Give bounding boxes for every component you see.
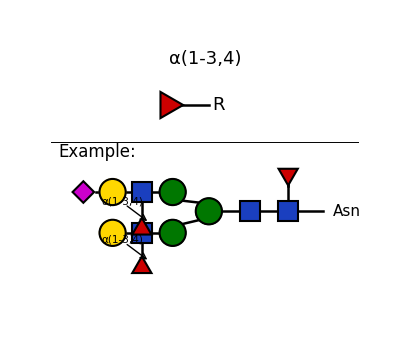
Circle shape bbox=[100, 179, 126, 205]
Circle shape bbox=[196, 198, 222, 224]
Polygon shape bbox=[160, 92, 183, 118]
Bar bbox=[278, 201, 298, 221]
Polygon shape bbox=[72, 181, 94, 203]
Text: α(1-3,4): α(1-3,4) bbox=[102, 196, 144, 206]
Bar bbox=[240, 201, 260, 221]
Text: Asn: Asn bbox=[333, 204, 361, 219]
Circle shape bbox=[160, 179, 186, 205]
Text: R: R bbox=[213, 96, 225, 114]
Polygon shape bbox=[278, 169, 298, 185]
Polygon shape bbox=[132, 218, 152, 235]
Text: α(1-3,4): α(1-3,4) bbox=[169, 50, 241, 68]
Polygon shape bbox=[132, 257, 152, 273]
Text: Example:: Example: bbox=[59, 143, 136, 161]
Bar bbox=[132, 223, 152, 243]
Circle shape bbox=[160, 220, 186, 246]
Bar bbox=[132, 182, 152, 202]
Text: α(1-3,4): α(1-3,4) bbox=[102, 235, 144, 245]
Circle shape bbox=[100, 220, 126, 246]
